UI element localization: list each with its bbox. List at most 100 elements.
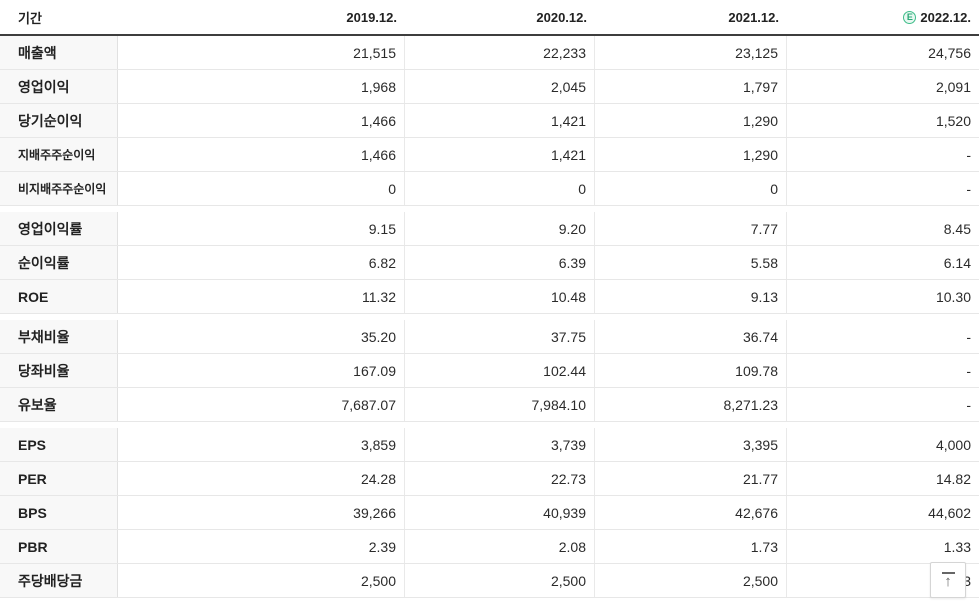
table-row: 유보율 7,687.07 7,984.10 8,271.23- xyxy=(0,388,979,422)
cell-value: 109.78 xyxy=(595,354,787,387)
table-row: 영업이익 1,968 2,045 1,797 2,091 xyxy=(0,70,979,104)
table-row: ROE 11.32 10.48 9.13 10.30 xyxy=(0,280,979,314)
cell-value: - xyxy=(787,172,979,205)
cell-value: - xyxy=(787,138,979,171)
cell-value: 1,466 xyxy=(118,104,405,137)
cell-value: - xyxy=(787,320,979,353)
table-row: EPS 3,859 3,739 3,395 4,000 xyxy=(0,428,979,462)
header-year-label: 2020.12. xyxy=(536,9,587,25)
cell-value: 1,421 xyxy=(405,138,595,171)
cell-value: 2.39 xyxy=(118,530,405,563)
cell-value: 167.09 xyxy=(118,354,405,387)
cell-value: 1.33 xyxy=(787,530,979,563)
row-label: 비지배주주순이익 xyxy=(0,172,118,205)
table-row: 주당배당금 2,500 2,500 2,500 3 xyxy=(0,564,979,598)
row-label: BPS xyxy=(0,496,118,529)
cell-value: 2,091 xyxy=(787,70,979,103)
table-body: 매출액 21,515 22,233 23,125 24,756 영업이익 1,968 2,04… xyxy=(0,36,979,598)
cell-value: 7.77 xyxy=(595,212,787,245)
estimate-badge-icon: E xyxy=(903,10,917,24)
cell-value: 3,395 xyxy=(595,428,787,461)
cell-value: 42,676 xyxy=(595,496,787,529)
cell-value: 21.77 xyxy=(595,462,787,495)
cell-value: 4,000 xyxy=(787,428,979,461)
cell-value: 36.74 xyxy=(595,320,787,353)
cell-value: 21,515 xyxy=(118,36,405,69)
cell-value: 6.82 xyxy=(118,246,405,279)
cell-value: 5.58 xyxy=(595,246,787,279)
cell-value: 102.44 xyxy=(405,354,595,387)
cell-value: 2,500 xyxy=(595,564,787,597)
cell-value: 2,500 xyxy=(118,564,405,597)
cell-value: 1,290 xyxy=(595,104,787,137)
table-row: PER 24.28 22.73 21.77 14.82 xyxy=(0,462,979,496)
row-label: 당좌비율 xyxy=(0,354,118,387)
row-label: 영업이익 xyxy=(0,70,118,103)
cell-value: 3,739 xyxy=(405,428,595,461)
cell-value: 8,271.23 xyxy=(595,388,787,421)
table-row: 당좌비율 167.09 102.44 109.78- xyxy=(0,354,979,388)
row-label: 매출액 xyxy=(0,36,118,69)
cell-value: 24,756 xyxy=(787,36,979,69)
header-year-columns: 2019.12. 2020.12. 2021.12. E 2022.12. xyxy=(118,10,979,25)
cell-value: 6.39 xyxy=(405,246,595,279)
table-header: 기간 2019.12. 2020.12. 2021.12. E 2022.12. xyxy=(0,0,979,36)
cell-value: 0 xyxy=(118,172,405,205)
row-label: 순이익률 xyxy=(0,246,118,279)
row-label: 유보율 xyxy=(0,388,118,421)
cell-value: 1,290 xyxy=(595,138,787,171)
cell-value: 9.20 xyxy=(405,212,595,245)
cell-value: 1,421 xyxy=(405,104,595,137)
row-label: PBR xyxy=(0,530,118,563)
cell-value: 35.20 xyxy=(118,320,405,353)
cell-value: 11.32 xyxy=(118,280,405,313)
cell-value: 0 xyxy=(405,172,595,205)
cell-value: 0 xyxy=(595,172,787,205)
table-row: 영업이익률 9.15 9.20 7.77 8.45 xyxy=(0,212,979,246)
cell-value: 9.15 xyxy=(118,212,405,245)
cell-value: 8.45 xyxy=(787,212,979,245)
cell-value: 1,466 xyxy=(118,138,405,171)
row-label: 부채비율 xyxy=(0,320,118,353)
table-row: BPS 39,266 40,939 42,676 44,602 xyxy=(0,496,979,530)
table-row: PBR 2.39 2.08 1.73 1.33 xyxy=(0,530,979,564)
header-year-202112: 2021.12. xyxy=(595,10,787,25)
cell-value: - xyxy=(787,354,979,387)
cell-value: 2.08 xyxy=(405,530,595,563)
cell-value: 1,797 xyxy=(595,70,787,103)
arrow-up-to-top-icon xyxy=(941,571,955,574)
arrow-up-glyph: ↑ xyxy=(944,572,952,590)
cell-value: 9.13 xyxy=(595,280,787,313)
row-group: 매출액 21,515 22,233 23,125 24,756 영업이익 1,968 2,04… xyxy=(0,36,979,206)
cell-value: 10.30 xyxy=(787,280,979,313)
cell-value: 3,859 xyxy=(118,428,405,461)
row-group: 부채비율 35.20 37.75 36.74- 당좌비율 167.09 102.44 109.… xyxy=(0,320,979,422)
cell-value: 1.73 xyxy=(595,530,787,563)
cell-value: 1,520 xyxy=(787,104,979,137)
table-row: 부채비율 35.20 37.75 36.74- xyxy=(0,320,979,354)
header-year-label: 2021.12. xyxy=(728,9,779,25)
cell-value: 22.73 xyxy=(405,462,595,495)
row-label: EPS xyxy=(0,428,118,461)
table-row: 비지배주주순이익 0 0 0- xyxy=(0,172,979,206)
cell-value: - xyxy=(787,388,979,421)
row-group: EPS 3,859 3,739 3,395 4,000 PER 24.28 22.73 21.7… xyxy=(0,428,979,598)
row-label: 당기순이익 xyxy=(0,104,118,137)
row-label: ROE xyxy=(0,280,118,313)
table-row: 지배주주순이익 1,466 1,421 1,290- xyxy=(0,138,979,172)
cell-value: 24.28 xyxy=(118,462,405,495)
cell-value: 6.14 xyxy=(787,246,979,279)
table-row: 매출액 21,515 22,233 23,125 24,756 xyxy=(0,36,979,70)
cell-value: 39,266 xyxy=(118,496,405,529)
cell-value: 23,125 xyxy=(595,36,787,69)
header-year-label: 2019.12. xyxy=(346,9,397,25)
row-label: 영업이익률 xyxy=(0,212,118,245)
cell-value: 7,984.10 xyxy=(405,388,595,421)
header-year-201912: 2019.12. xyxy=(118,10,405,25)
scroll-to-top-button[interactable]: ↑ xyxy=(930,562,966,598)
cell-value: 40,939 xyxy=(405,496,595,529)
cell-value: 44,602 xyxy=(787,496,979,529)
header-year-label: 2022.12. xyxy=(920,9,971,25)
cell-value: 2,500 xyxy=(405,564,595,597)
